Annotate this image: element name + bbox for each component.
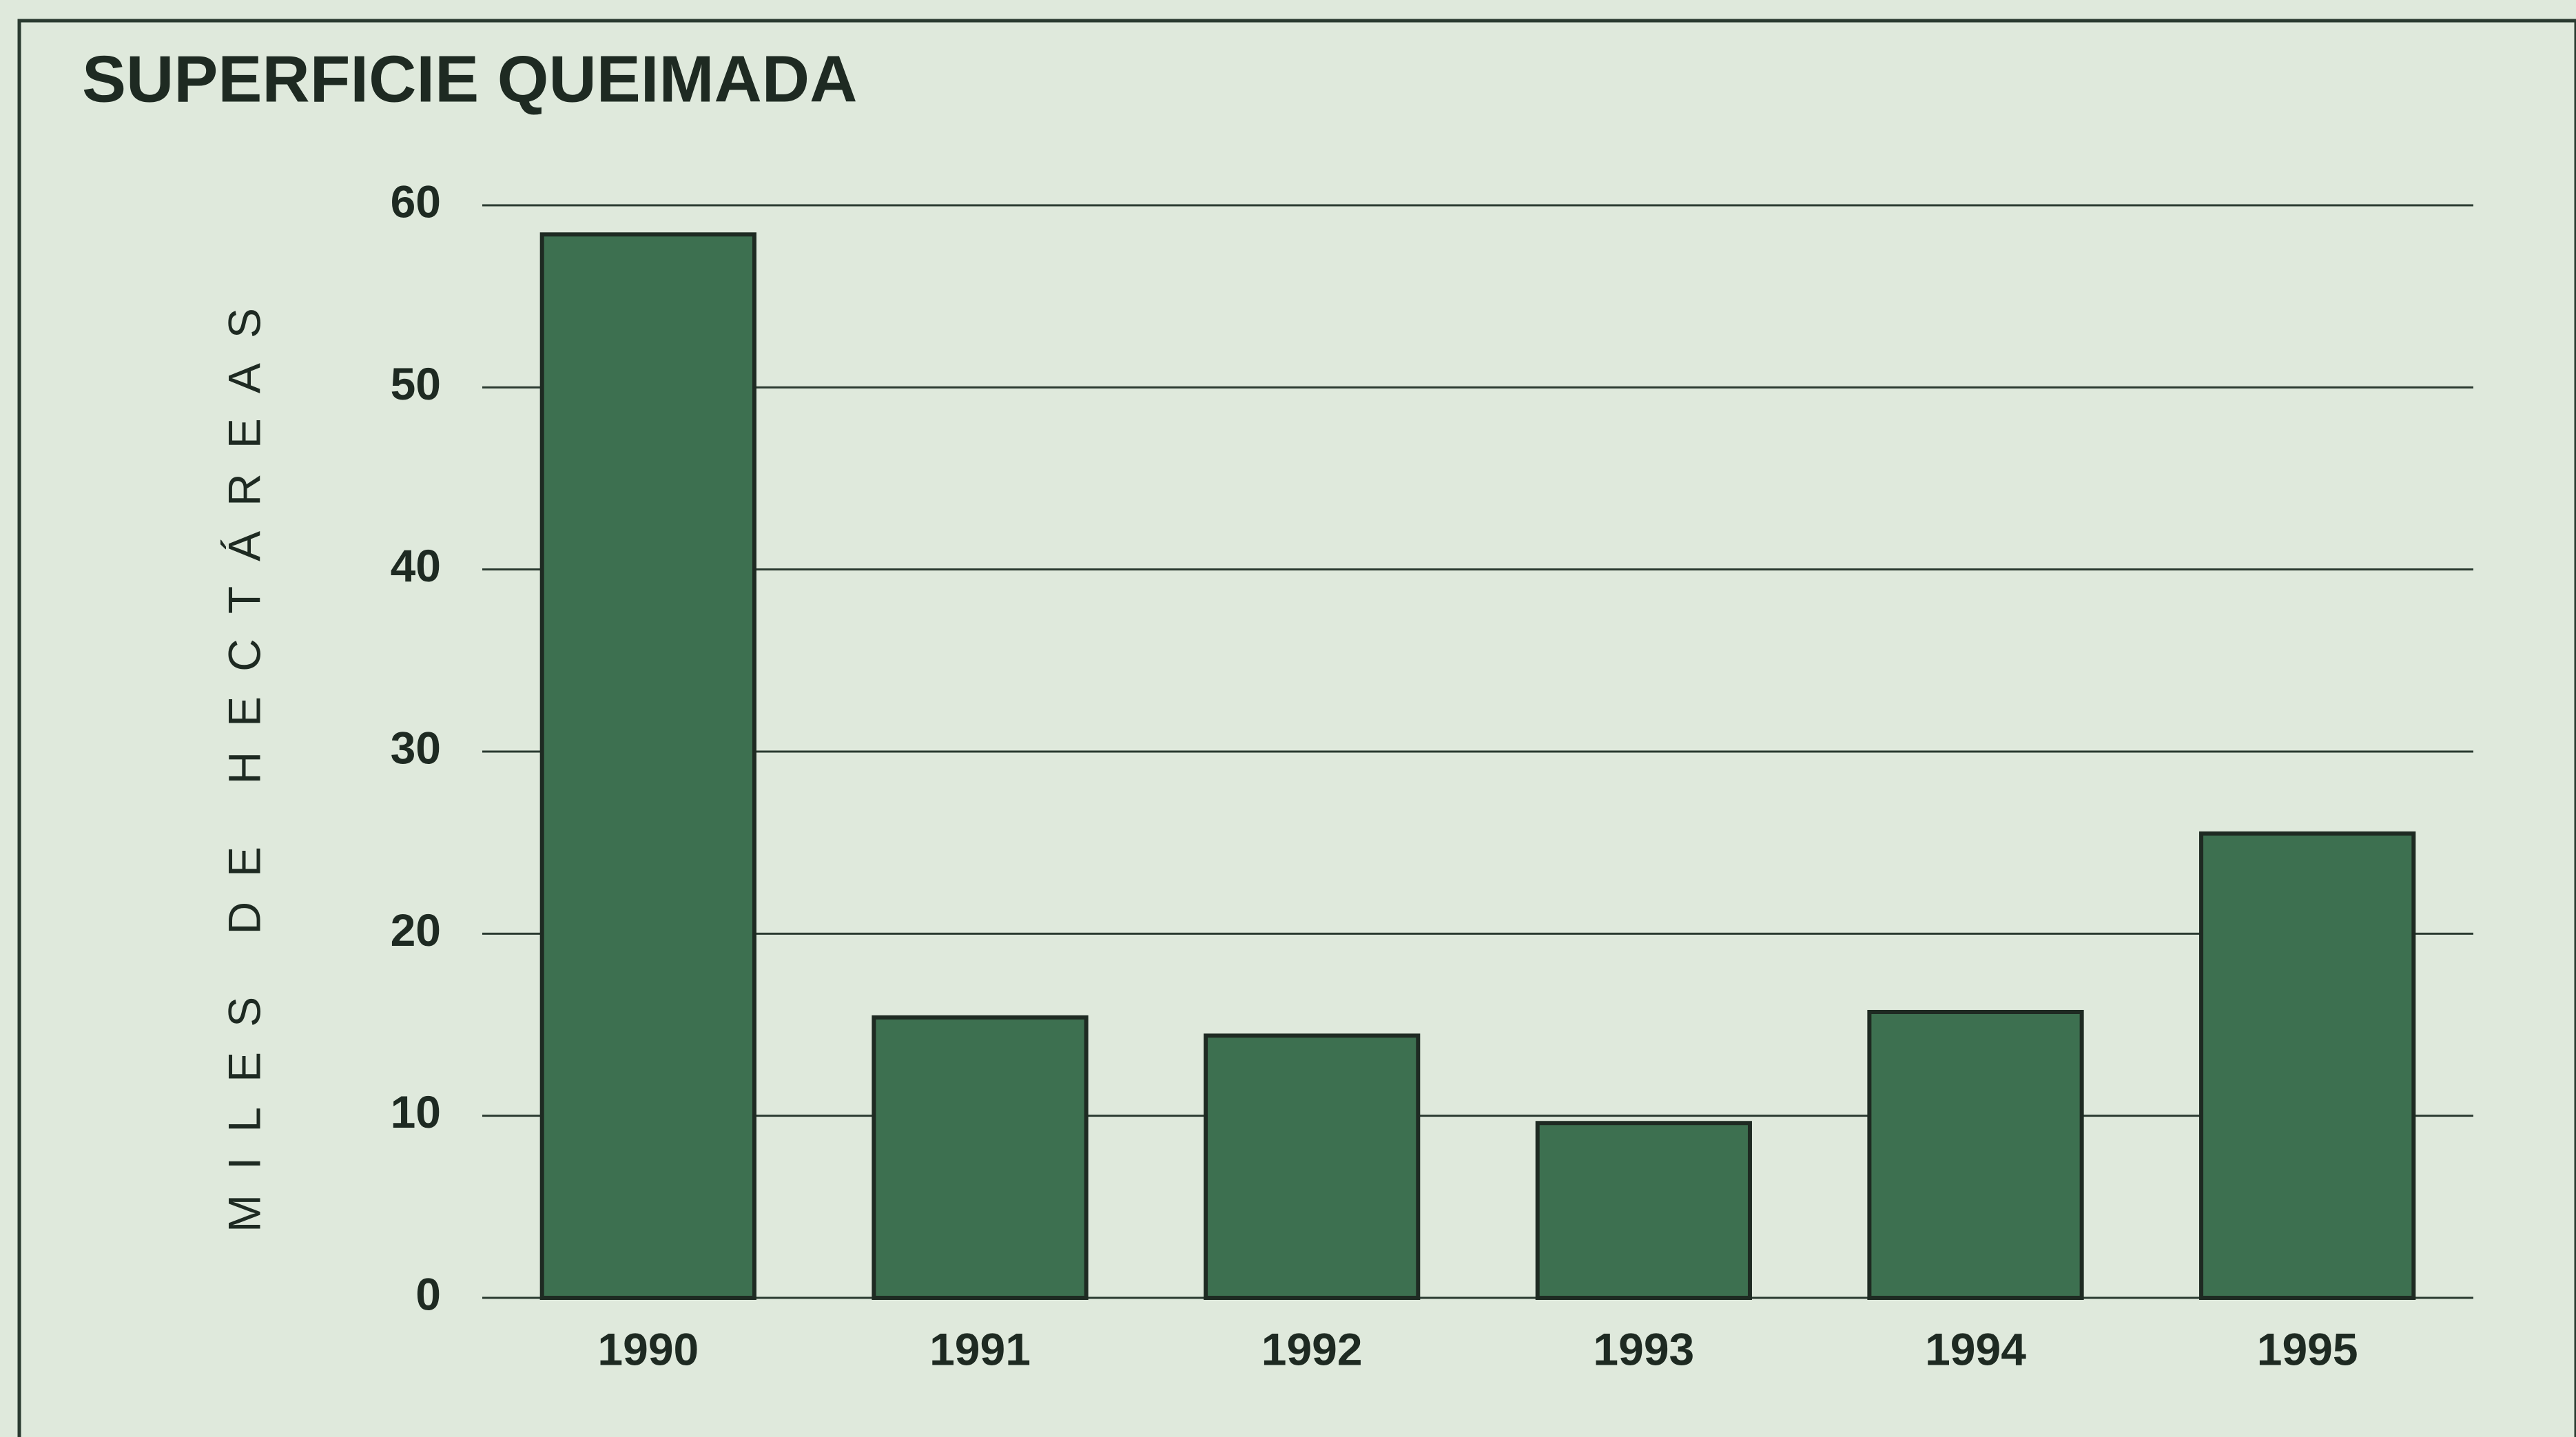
x-tick-label: 1992 <box>1261 1323 1363 1374</box>
y-tick-label: 40 <box>391 540 441 591</box>
bar <box>1204 1033 1421 1300</box>
y-tick-label: 60 <box>391 176 441 227</box>
bar <box>1867 1009 2084 1301</box>
bar <box>539 232 756 1300</box>
x-tick-label: 1991 <box>929 1323 1031 1374</box>
y-tick-label: 20 <box>391 904 441 955</box>
y-tick-label: 50 <box>391 358 441 409</box>
y-axis-label: MILES DE HECTÁREAS <box>218 283 269 1232</box>
bar <box>1535 1121 1752 1300</box>
bar <box>2199 831 2416 1300</box>
y-tick-label: 10 <box>391 1086 441 1137</box>
x-tick-label: 1993 <box>1593 1323 1694 1374</box>
x-tick-label: 1995 <box>2257 1323 2358 1374</box>
bar <box>872 1015 1089 1300</box>
chart-title: SUPERFICIE QUEIMADA <box>82 42 857 116</box>
y-tick-label: 30 <box>391 722 441 773</box>
x-tick-label: 1994 <box>1925 1323 2026 1374</box>
y-tick-label: 0 <box>415 1268 441 1319</box>
x-tick-label: 1990 <box>597 1323 699 1374</box>
